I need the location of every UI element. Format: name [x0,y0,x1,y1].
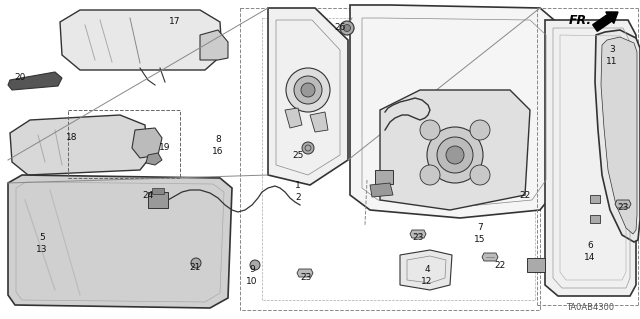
Text: 16: 16 [212,147,224,157]
Polygon shape [595,30,640,242]
Polygon shape [132,128,162,158]
Circle shape [420,120,440,140]
Polygon shape [400,250,452,290]
Polygon shape [8,72,62,90]
Text: 12: 12 [421,278,433,286]
Text: 11: 11 [606,57,618,66]
Circle shape [301,83,315,97]
Polygon shape [482,253,498,261]
Circle shape [250,260,260,270]
Polygon shape [410,230,426,238]
FancyArrow shape [593,12,618,31]
Text: 15: 15 [474,235,486,244]
Bar [590,195,600,203]
Polygon shape [200,30,228,60]
Text: 19: 19 [159,144,171,152]
Text: 4: 4 [424,265,430,275]
Text: 14: 14 [584,253,596,262]
Circle shape [286,68,330,112]
Polygon shape [615,200,631,208]
Text: 18: 18 [67,133,77,143]
Text: 2: 2 [295,192,301,202]
Circle shape [420,165,440,185]
Circle shape [437,137,473,173]
Text: TA0AB4300: TA0AB4300 [566,303,614,313]
Text: 7: 7 [477,224,483,233]
Polygon shape [10,115,148,175]
Bar [152,188,164,194]
Text: 17: 17 [169,18,180,26]
Polygon shape [268,8,348,185]
Text: 25: 25 [292,151,304,160]
Text: 23: 23 [300,273,312,283]
Circle shape [191,258,201,268]
Text: FR.: FR. [568,13,591,26]
Circle shape [446,146,464,164]
Polygon shape [310,112,328,132]
Bar [527,258,545,272]
Text: 24: 24 [142,190,154,199]
Circle shape [294,76,322,104]
Polygon shape [380,90,530,210]
Circle shape [340,21,354,35]
Text: 6: 6 [587,241,593,249]
Text: 13: 13 [36,246,48,255]
Text: 23: 23 [412,234,424,242]
Bar [375,170,393,184]
Text: 26: 26 [334,24,346,33]
Polygon shape [60,10,222,70]
Bar [590,215,600,223]
Text: 21: 21 [189,263,201,271]
Polygon shape [285,108,302,128]
Text: 9: 9 [249,265,255,275]
Polygon shape [146,153,162,165]
Bar [148,192,168,208]
Polygon shape [370,183,393,197]
Text: 8: 8 [215,136,221,145]
Circle shape [427,127,483,183]
Text: 22: 22 [494,261,506,270]
Polygon shape [8,175,232,308]
Circle shape [470,165,490,185]
Text: 23: 23 [618,204,628,212]
Text: 10: 10 [246,278,258,286]
Text: 1: 1 [295,181,301,189]
Text: 5: 5 [39,234,45,242]
Polygon shape [545,20,636,296]
Polygon shape [297,269,313,277]
Text: 3: 3 [609,46,615,55]
Circle shape [470,120,490,140]
Circle shape [344,25,351,32]
Text: 20: 20 [14,73,26,83]
Circle shape [302,142,314,154]
Polygon shape [601,37,637,234]
Polygon shape [350,5,560,218]
Text: 22: 22 [520,190,531,199]
